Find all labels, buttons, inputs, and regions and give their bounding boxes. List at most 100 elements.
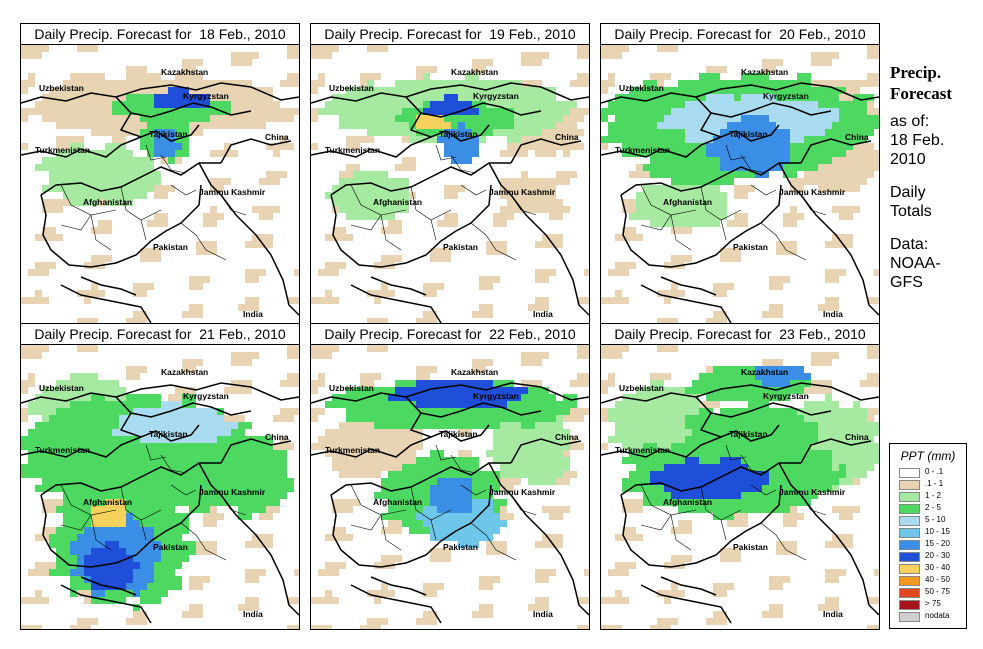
precip-cell (311, 387, 318, 394)
precip-cell (479, 304, 486, 311)
precip-cell (699, 143, 706, 150)
precip-cell (657, 157, 664, 164)
map-label-pakistan: Pakistan (153, 542, 188, 552)
precip-cell (867, 422, 874, 429)
precip-cell (811, 464, 818, 471)
precip-cell (727, 373, 734, 380)
precip-cell (465, 380, 472, 387)
precip-cell (28, 457, 35, 464)
precip-cell (409, 136, 416, 143)
precip-cell (21, 387, 28, 394)
precip-cell (381, 94, 388, 101)
precip-cell (699, 436, 706, 443)
precip-cell (154, 450, 161, 457)
precip-cell (231, 52, 238, 59)
precip-cell (570, 436, 577, 443)
precip-cell (549, 394, 556, 401)
precip-cell (692, 387, 699, 394)
precip-cell (416, 443, 423, 450)
precip-cell (748, 478, 755, 485)
precip-cell (577, 45, 584, 52)
precip-cell (140, 618, 147, 625)
precip-cell (259, 108, 266, 115)
precip-cell (622, 345, 629, 352)
precip-cell (49, 415, 56, 422)
precip-cell (776, 276, 783, 283)
precip-cell (860, 415, 867, 422)
precip-cell (168, 422, 175, 429)
precip-cell (318, 436, 325, 443)
country-border (198, 462, 299, 616)
precip-cell (63, 387, 70, 394)
precip-cell (556, 429, 563, 436)
precip-cell (35, 297, 42, 304)
precip-cell (713, 478, 720, 485)
precip-cell (105, 485, 112, 492)
precip-cell (479, 366, 486, 373)
precip-cell (231, 87, 238, 94)
precip-cell (699, 73, 706, 80)
precip-cell (867, 597, 874, 604)
precip-cell (77, 108, 84, 115)
precip-cell (56, 478, 63, 485)
precip-cell (49, 234, 56, 241)
precip-cell (154, 541, 161, 548)
precip-cell (692, 415, 699, 422)
precip-cell (472, 415, 479, 422)
precip-cell (175, 443, 182, 450)
precip-cell (671, 527, 678, 534)
precip-cell (63, 115, 70, 122)
precip-cell (126, 401, 133, 408)
precip-cell (741, 394, 748, 401)
precip-cell (811, 380, 818, 387)
map-label-pakistan: Pakistan (443, 242, 478, 252)
precip-cell (287, 345, 294, 352)
precip-cell (423, 583, 430, 590)
precip-cell (388, 255, 395, 262)
precip-cell (56, 555, 63, 562)
precip-cell (860, 429, 867, 436)
precip-cell (140, 485, 147, 492)
precip-map: Kazakhstan Uzbekistan Kyrgyzstan Tajikistan… (20, 344, 300, 630)
precip-cell (528, 415, 535, 422)
precip-cell (521, 401, 528, 408)
province-border (640, 484, 697, 516)
precip-cell (563, 178, 570, 185)
precip-cell (451, 401, 458, 408)
precip-cell (126, 464, 133, 471)
precip-cell (203, 213, 210, 220)
precip-cell (846, 143, 853, 150)
precip-cell (636, 471, 643, 478)
precip-cell (804, 150, 811, 157)
precip-cell (423, 122, 430, 129)
precip-cell (444, 122, 451, 129)
precip-cell (105, 101, 112, 108)
precip-cell (804, 136, 811, 143)
precip-cell (671, 478, 678, 485)
precip-cell (42, 485, 49, 492)
precip-cell (818, 101, 825, 108)
precip-cell (119, 457, 126, 464)
precip-cell (381, 101, 388, 108)
precip-cell (367, 429, 374, 436)
precip-cell (112, 541, 119, 548)
precip-cell (451, 485, 458, 492)
map-label-afghanistan: Afghanistan (663, 497, 712, 507)
precip-cell (514, 478, 521, 485)
precip-cell (231, 415, 238, 422)
precip-cell (563, 171, 570, 178)
precip-cell (231, 450, 238, 457)
precip-cell (720, 157, 727, 164)
precip-cell (423, 471, 430, 478)
precip-cell (381, 394, 388, 401)
precip-cell (49, 457, 56, 464)
precip-cell (224, 101, 231, 108)
precip-cell (790, 478, 797, 485)
precip-cell (713, 122, 720, 129)
precip-cell (280, 171, 287, 178)
precip-cell (98, 499, 105, 506)
precip-cell (91, 506, 98, 513)
precip-cell (521, 80, 528, 87)
precip-cell (741, 150, 748, 157)
precip-cell (622, 115, 629, 122)
